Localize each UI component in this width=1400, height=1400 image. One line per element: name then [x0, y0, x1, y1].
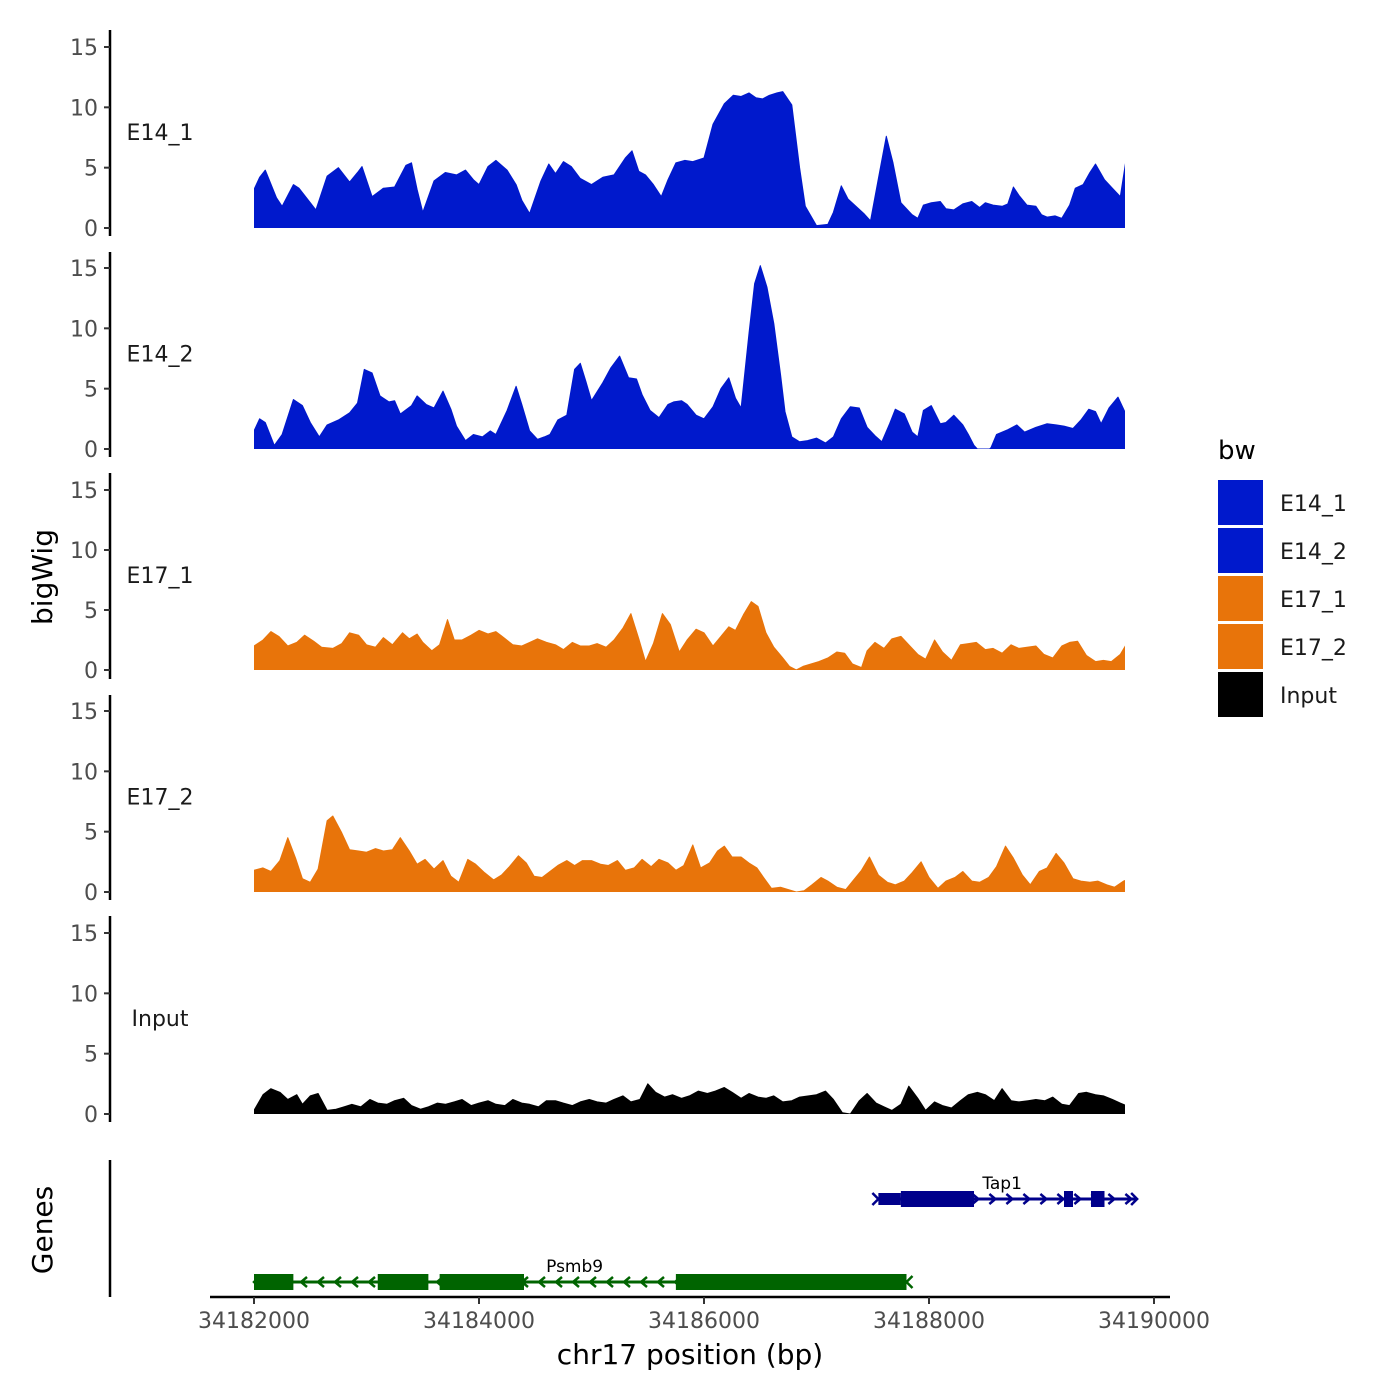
strand-arrow — [1022, 1193, 1032, 1205]
track-E14_2: 0 5 10 15 E14_2 — [70, 252, 1125, 463]
strand-arrow — [1124, 1193, 1134, 1205]
strand-arrow — [367, 1276, 376, 1288]
y-tick-label: 0 — [84, 881, 98, 906]
track-label-Input: Input — [132, 1007, 189, 1032]
strand-arrow — [1130, 1192, 1139, 1206]
strand-arrow — [971, 1193, 981, 1205]
y-tick-label: 5 — [84, 378, 98, 403]
bigwig-tracks: 0 5 10 15 E14_1 0 5 10 15 E14_2 0 5 10 15 E17_1 0 5 10 15 E… — [70, 30, 1125, 1128]
strand-arrow — [571, 1276, 580, 1288]
gene-exon — [675, 1274, 907, 1290]
y-tick-label: 10 — [70, 96, 98, 121]
track-label-E17_1: E17_1 — [127, 564, 194, 589]
gene-exon — [377, 1274, 429, 1290]
track-label-E17_2: E17_2 — [127, 786, 194, 811]
gene-Psmb9: Psmb9 — [252, 1257, 914, 1290]
track-Input: 0 5 10 15 Input — [70, 916, 1125, 1128]
legend: bw E14_1 E14_2 E17_1 E17_2 Input — [1218, 436, 1347, 717]
legend-key-E17_1 — [1218, 576, 1263, 621]
strand-arrow — [316, 1276, 325, 1288]
strand-arrow — [988, 1193, 998, 1205]
x-tick-label: 34188000 — [873, 1309, 985, 1334]
coverage-area-E17_2 — [254, 815, 1125, 892]
legend-key-Input — [1218, 672, 1263, 717]
gene-exon — [900, 1191, 974, 1207]
y-tick-label: 0 — [84, 217, 98, 242]
legend-key-E14_1 — [1218, 480, 1263, 525]
strand-arrow — [605, 1276, 614, 1288]
legend-label-E14_1: E14_1 — [1280, 492, 1347, 517]
y-tick-label: 15 — [70, 257, 98, 282]
y-tick-label: 10 — [70, 317, 98, 342]
y-tick-label: 15 — [70, 700, 98, 725]
y-tick-label: 10 — [70, 760, 98, 785]
gene-Tap1: Tap1 — [871, 1174, 1139, 1207]
y-tick-label: 10 — [70, 982, 98, 1007]
strand-arrow — [904, 1275, 914, 1289]
strand-arrow — [299, 1276, 308, 1288]
y-tick-label: 0 — [84, 438, 98, 463]
strand-arrow — [588, 1276, 597, 1288]
strand-arrow — [1107, 1193, 1117, 1205]
gene-exon — [1064, 1191, 1073, 1207]
coverage-area-E14_2 — [254, 265, 1125, 449]
strand-arrow — [1005, 1193, 1015, 1205]
y-tick-label: 0 — [84, 659, 98, 684]
strand-arrow — [639, 1276, 648, 1288]
coverage-area-E17_1 — [254, 601, 1125, 670]
x-tick-label: 34190000 — [1098, 1309, 1210, 1334]
y-tick-label: 5 — [84, 1043, 98, 1068]
x-tick-label: 34182000 — [198, 1309, 310, 1334]
legend-label-E17_2: E17_2 — [1280, 636, 1347, 661]
legend-label-E14_2: E14_2 — [1280, 540, 1347, 565]
legend-key-E17_2 — [1218, 624, 1263, 669]
y-tick-label: 15 — [70, 479, 98, 504]
legend-key-E14_2 — [1218, 528, 1263, 573]
y-tick-label: 5 — [84, 157, 98, 182]
gene-track: Tap1 Psmb9 — [108, 1160, 1139, 1297]
track-E17_1: 0 5 10 15 E17_1 — [70, 473, 1125, 684]
coverage-area-E14_1 — [254, 91, 1125, 228]
x-tick-label: 34186000 — [648, 1309, 760, 1334]
gene-exon — [878, 1193, 901, 1205]
gene-exon — [1091, 1191, 1105, 1207]
strand-arrow — [656, 1276, 665, 1288]
y-axis-title-bigwig: bigWig — [26, 529, 59, 625]
gene-exon — [439, 1274, 524, 1290]
x-axis: 34182000 34184000 34186000 34188000 34190000 — [198, 1295, 1210, 1334]
y-axis-title-genes: Genes — [26, 1186, 59, 1274]
strand-arrow — [350, 1276, 359, 1288]
strand-arrow — [554, 1276, 563, 1288]
y-tick-label: 15 — [70, 922, 98, 947]
strand-arrow — [333, 1276, 342, 1288]
gene-label-Psmb9: Psmb9 — [546, 1257, 603, 1277]
legend-label-E17_1: E17_1 — [1280, 588, 1347, 613]
strand-arrow — [1073, 1193, 1083, 1205]
track-E17_2: 0 5 10 15 E17_2 — [70, 695, 1125, 906]
x-axis-title: chr17 position (bp) — [557, 1338, 823, 1371]
y-tick-label: 10 — [70, 539, 98, 564]
x-tick-label: 34184000 — [423, 1309, 535, 1334]
strand-arrow — [537, 1276, 546, 1288]
y-tick-label: 0 — [84, 1103, 98, 1128]
legend-title: bw — [1218, 436, 1256, 466]
strand-arrow — [1039, 1193, 1049, 1205]
gene-label-Tap1: Tap1 — [981, 1174, 1022, 1194]
track-label-E14_1: E14_1 — [127, 121, 194, 146]
strand-arrow — [622, 1276, 631, 1288]
strand-arrow — [1056, 1193, 1066, 1205]
y-tick-label: 5 — [84, 599, 98, 624]
y-tick-label: 15 — [70, 36, 98, 61]
strand-arrow — [871, 1192, 881, 1206]
track-label-E14_2: E14_2 — [127, 343, 194, 368]
track-E14_1: 0 5 10 15 E14_1 — [70, 30, 1125, 242]
y-tick-label: 5 — [84, 821, 98, 846]
gene-exon — [254, 1274, 294, 1290]
legend-label-Input: Input — [1280, 684, 1337, 709]
coverage-area-Input — [254, 1083, 1125, 1114]
